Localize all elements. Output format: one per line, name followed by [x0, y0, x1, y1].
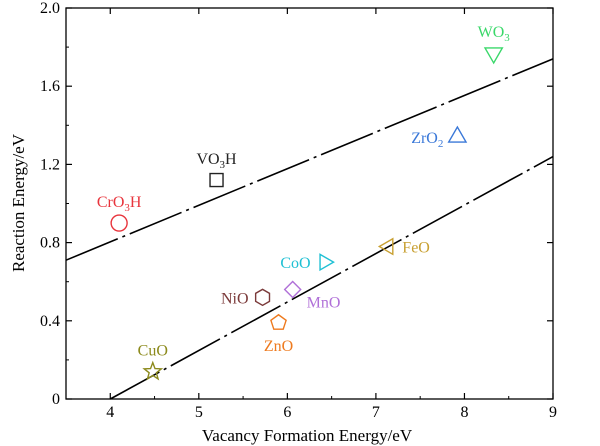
point-label: CuO	[138, 343, 168, 360]
x-tick-label: 5	[195, 404, 203, 421]
point-label: FeO	[402, 240, 430, 257]
zno-marker	[270, 313, 287, 330]
zro-marker	[447, 125, 468, 143]
feo-marker	[377, 237, 394, 256]
data-point-nio: NiO	[221, 288, 271, 307]
y-tick-label: 0	[52, 391, 60, 408]
data-point-cuo: CuO	[138, 343, 168, 381]
point-label: ZnO	[264, 338, 293, 355]
point-label-subscript: 3	[504, 32, 510, 44]
point-label-main: ZnO	[264, 338, 293, 355]
data-point-feo: FeO	[377, 237, 430, 257]
y-tick-label: 1.2	[40, 156, 60, 173]
point-label: CrO3H	[97, 194, 142, 214]
point-label: ZrO2	[411, 130, 443, 150]
cuo-marker	[142, 360, 164, 381]
point-label-main: ZrO	[411, 130, 438, 147]
mno-marker	[283, 280, 302, 299]
trend-line-2	[109, 155, 554, 400]
cro-marker	[110, 214, 128, 232]
point-label-subscript: 3	[220, 159, 226, 171]
vo-marker	[209, 172, 224, 188]
point-label-main: VO	[196, 151, 219, 168]
point-label-tail: H	[225, 151, 237, 168]
wo-marker	[483, 47, 504, 65]
data-point-zro: ZrO2	[411, 125, 468, 150]
y-tick-label: 1.6	[40, 78, 60, 95]
point-label: CoO	[280, 255, 310, 272]
point-label-main: MnO	[307, 295, 341, 312]
x-tick-label: 4	[106, 404, 114, 421]
point-label-main: CuO	[138, 343, 168, 360]
point-label-main: WO	[478, 24, 505, 41]
data-point-vo: VO3H	[196, 151, 237, 188]
trend-line-1	[65, 58, 554, 261]
x-tick-label: 9	[549, 404, 557, 421]
y-axis-label: Reaction Energy/eV	[9, 133, 28, 272]
x-tick-label: 8	[460, 404, 468, 421]
point-label-subscript: 2	[438, 138, 444, 150]
y-tick-label: 0.4	[40, 313, 60, 330]
data-point-mno: MnO	[283, 280, 341, 312]
x-axis-label: Vacancy Formation Energy/eV	[202, 426, 413, 445]
data-point-zno: ZnO	[264, 313, 293, 355]
nio-marker	[254, 288, 271, 307]
point-label: NiO	[221, 290, 249, 307]
point-label-subscript: 3	[124, 202, 130, 214]
point-label-main: NiO	[221, 290, 249, 307]
y-tick-label: 2.0	[40, 0, 60, 17]
data-point-cro: CrO3H	[97, 194, 142, 232]
x-tick-label: 6	[283, 404, 291, 421]
point-label-main: CoO	[280, 255, 310, 272]
y-tick-label: 0.8	[40, 235, 60, 252]
data-point-coo: CoO	[280, 253, 335, 272]
point-label: VO3H	[196, 151, 237, 171]
point-label-main: CrO	[97, 194, 125, 211]
data-point-wo: WO3	[478, 24, 511, 65]
point-label-main: FeO	[402, 240, 430, 257]
x-tick-label: 7	[372, 404, 380, 421]
point-label: MnO	[307, 295, 341, 312]
trend-lines	[65, 58, 554, 400]
point-label-tail: H	[130, 194, 142, 211]
coo-marker	[319, 253, 335, 272]
axes: 4 5 6 7 8 9 0 0.4 0.8 1.2 1.6 2.0	[40, 0, 557, 421]
point-label: WO3	[478, 24, 511, 44]
